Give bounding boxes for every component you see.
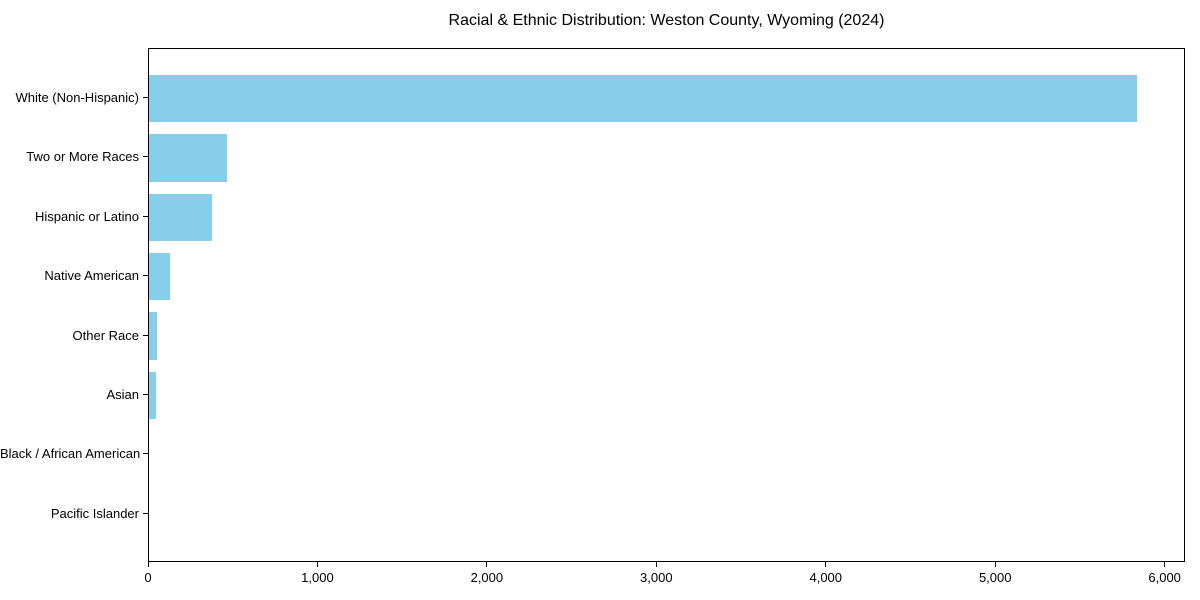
x-tick-mark bbox=[825, 562, 827, 567]
y-tick-label: Other Race bbox=[72, 327, 139, 343]
y-tick-mark bbox=[143, 334, 148, 336]
x-tick-mark bbox=[316, 562, 318, 567]
y-tick-mark bbox=[143, 275, 148, 277]
y-tick-label: Native American bbox=[44, 268, 139, 284]
y-tick-label: Black / African American bbox=[0, 446, 141, 462]
bar bbox=[149, 193, 212, 242]
x-tick-label: 1,000 bbox=[301, 570, 334, 585]
y-tick-mark bbox=[143, 97, 148, 98]
chart-title: Racial & Ethnic Distribution: Weston Cou… bbox=[448, 12, 885, 29]
x-tick-mark bbox=[1164, 562, 1166, 567]
bar bbox=[149, 252, 171, 301]
bar bbox=[149, 312, 157, 360]
x-tick-label: 5,000 bbox=[978, 570, 1012, 585]
y-tick-mark bbox=[143, 453, 148, 455]
y-tick-mark bbox=[143, 215, 148, 217]
bar bbox=[149, 74, 1137, 123]
y-tick-mark bbox=[143, 512, 148, 514]
y-tick-label: Two or More Races bbox=[26, 149, 139, 165]
x-tick-mark bbox=[994, 562, 996, 567]
x-tick-label: 3,000 bbox=[640, 570, 673, 585]
x-tick-label: 4,000 bbox=[809, 570, 843, 585]
x-tick-label: 0 bbox=[144, 570, 152, 585]
x-tick-mark bbox=[147, 562, 149, 567]
y-tick-mark bbox=[143, 394, 148, 395]
y-tick-mark bbox=[143, 156, 148, 158]
x-tick-mark bbox=[486, 562, 488, 567]
y-tick-label: White (Non-Hispanic) bbox=[15, 90, 139, 105]
plot-area bbox=[148, 48, 1185, 562]
x-tick-mark bbox=[655, 562, 657, 567]
y-tick-label: Hispanic or Latino bbox=[34, 208, 139, 224]
y-tick-label: Asian bbox=[106, 387, 139, 402]
bar bbox=[149, 371, 156, 420]
y-tick-label: Pacific Islander bbox=[50, 505, 139, 521]
bar bbox=[149, 134, 227, 182]
x-tick-label: 6,000 bbox=[1148, 570, 1181, 585]
x-tick-label: 2,000 bbox=[470, 570, 504, 585]
